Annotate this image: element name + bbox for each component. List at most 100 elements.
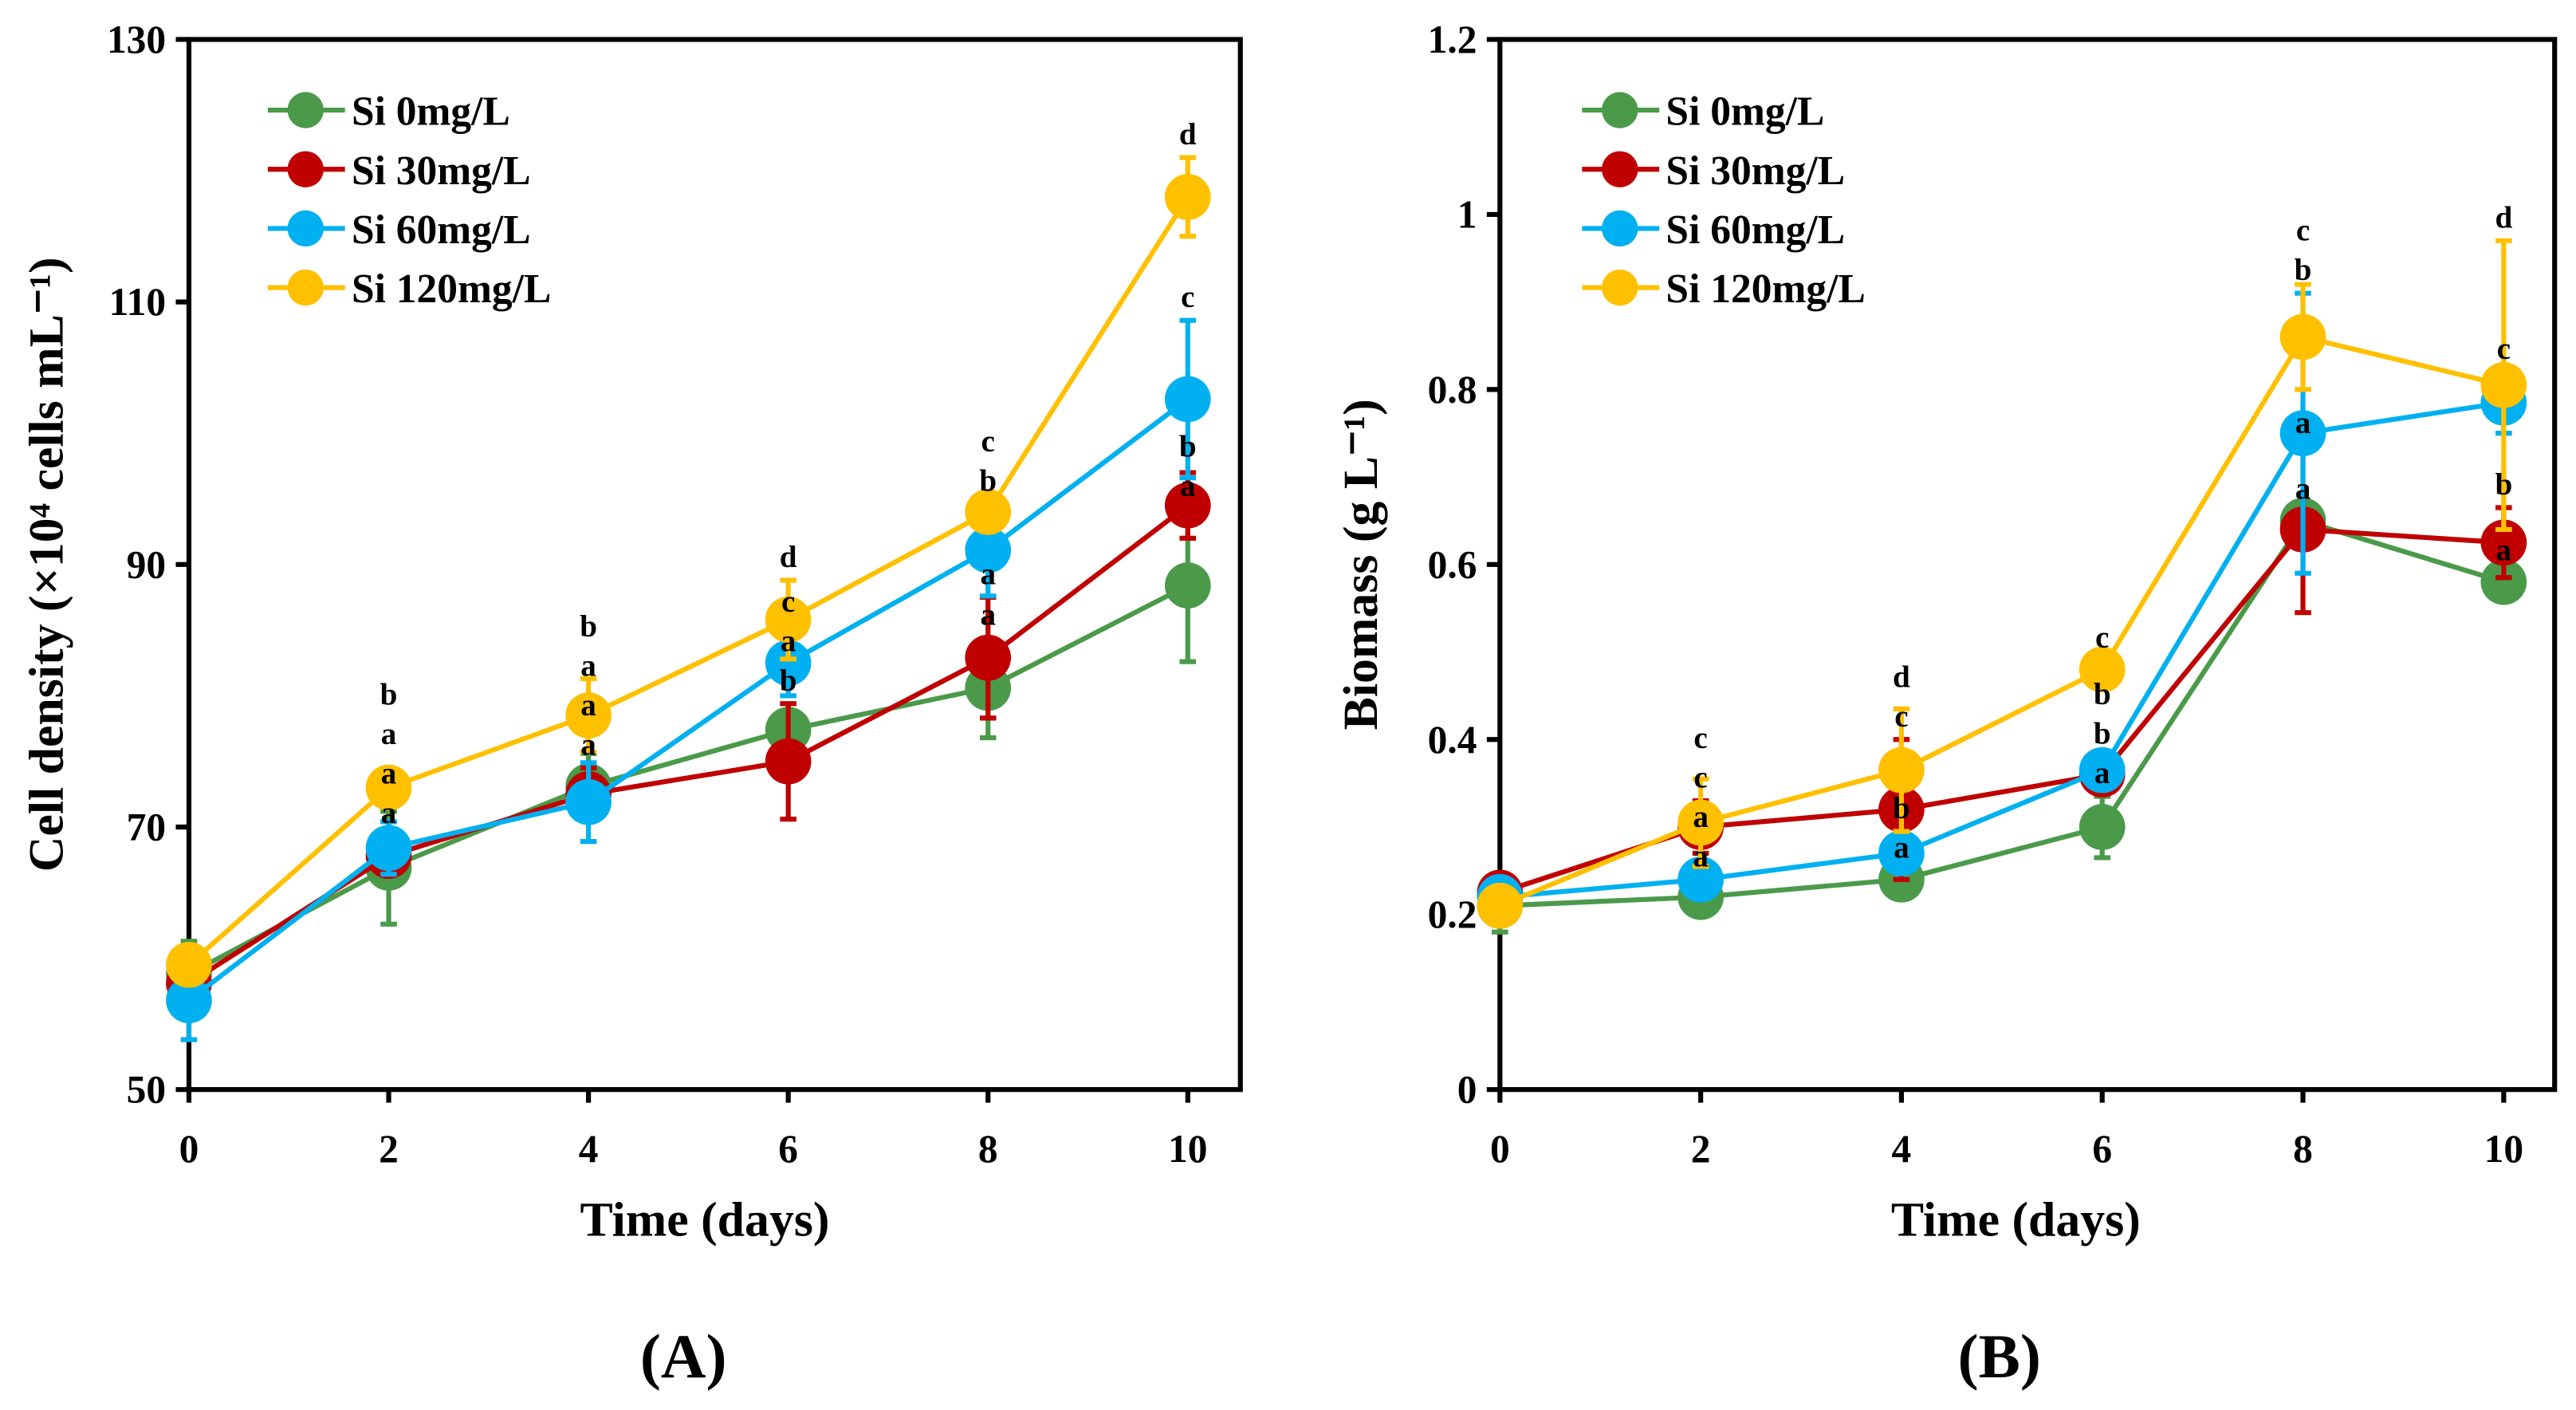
series-line — [187, 195, 1190, 967]
x-tick-label: 2 — [379, 1127, 399, 1171]
significance-letter: b — [2295, 253, 2312, 287]
significance-letter: a — [381, 796, 397, 830]
y-tick-label: 0.4 — [1428, 718, 1477, 762]
series-line — [1500, 400, 2504, 900]
significance-letter: a — [381, 717, 397, 751]
x-tick-label: 6 — [2092, 1127, 2112, 1171]
series-line — [187, 396, 1190, 1002]
data-point — [1477, 882, 1524, 929]
significance-letter: b — [2495, 467, 2512, 502]
significance-letter: c — [1693, 721, 1707, 755]
y-tick-label: 50 — [127, 1068, 166, 1112]
legend-label: Si 120mg/L — [352, 266, 551, 312]
legend-label: Si 30mg/L — [352, 148, 531, 194]
y-tick-label: 1 — [1457, 192, 1477, 236]
data-point — [2480, 519, 2527, 566]
data-point — [565, 692, 612, 738]
data-point — [365, 764, 412, 811]
data-point — [965, 526, 1012, 573]
significance-letter: a — [980, 598, 996, 632]
series-si-0mg-l — [166, 506, 1211, 1010]
y-tick-label: 130 — [107, 18, 166, 61]
x-tick-label: 6 — [778, 1127, 798, 1171]
significance-letter: a — [580, 649, 596, 683]
data-point — [1164, 174, 1211, 220]
significance-letter: b — [780, 664, 797, 698]
legend-marker — [287, 92, 324, 128]
legend-marker — [1602, 210, 1638, 247]
data-point — [765, 597, 812, 643]
series-si-60mg-l — [166, 317, 1211, 1042]
significance-letter: a — [980, 557, 996, 591]
significance-letter: d — [2495, 200, 2512, 234]
data-point — [1164, 482, 1211, 529]
data-point — [1677, 856, 1724, 903]
significance-letter: a — [580, 727, 596, 762]
data-point — [1677, 799, 1724, 846]
data-point — [2078, 646, 2126, 693]
x-tick-label: 0 — [1490, 1127, 1510, 1171]
significance-letter: a — [1693, 800, 1709, 834]
data-point — [166, 941, 212, 988]
x-tick-label: 2 — [1691, 1127, 1711, 1171]
series-line — [1499, 526, 2504, 896]
chart-a-cell-density: 50 70 90 110 130 0 2 4 6 8 10 Time (days) Cell densi… — [19, 18, 1243, 1391]
data-point — [2480, 558, 2527, 605]
y-axis-label: Cell density (×10⁴ cells mL⁻¹) — [19, 257, 73, 872]
data-point — [2078, 746, 2126, 794]
significance-letter: d — [1893, 660, 1910, 694]
data-point — [965, 634, 1012, 681]
x-tick-label: 10 — [1168, 1127, 1207, 1171]
chart-b-biomass: 0 0.2 0.4 0.6 0.8 1 1.2 0 2 4 6 8 10 Time (days) Bioma… — [1334, 18, 2558, 1391]
significance-letter: a — [2496, 533, 2512, 567]
significance-letter: b — [1893, 791, 1910, 825]
x-tick-label: 8 — [2293, 1127, 2313, 1171]
data-point — [2480, 362, 2527, 408]
legend-label: Si 120mg/L — [1666, 266, 1865, 312]
y-tick-label: 110 — [109, 280, 166, 324]
data-point — [1164, 562, 1211, 609]
data-point — [2279, 410, 2326, 457]
series-si-120mg-l — [166, 155, 1211, 988]
data-point — [1164, 376, 1211, 423]
legend-marker — [1602, 92, 1638, 128]
data-point — [565, 778, 612, 825]
plot-frame — [186, 37, 1243, 1093]
series-si-120mg-l — [1477, 238, 2527, 929]
data-point — [1878, 746, 1925, 794]
y-axis-label: Biomass (g L⁻¹) — [1334, 399, 1388, 730]
legend-marker — [287, 210, 324, 247]
significance-letter: c — [981, 424, 995, 459]
significance-letter: c — [1894, 699, 1908, 734]
legend-label: Si 60mg/L — [352, 207, 531, 253]
legend-label: Si 60mg/L — [1666, 207, 1845, 253]
data-point — [965, 489, 1012, 535]
y-tick-label: 1.2 — [1428, 18, 1477, 61]
significance-letter: a — [1894, 830, 1909, 865]
data-point — [166, 977, 212, 1024]
significance-letter: a — [2295, 406, 2311, 440]
series-line — [187, 583, 1190, 977]
significance-letter: a — [580, 688, 596, 723]
x-tick-label: 8 — [978, 1127, 998, 1171]
significance-letter: a — [2094, 756, 2110, 790]
y-tick-label: 90 — [127, 542, 166, 586]
significance-letter: a — [1180, 469, 1196, 503]
plot-frame — [1497, 37, 2558, 1093]
significance-letter: c — [1693, 760, 1707, 794]
data-point — [765, 640, 812, 687]
series-si-0mg-l — [1477, 498, 2527, 935]
data-point — [365, 825, 412, 872]
series-si-60mg-l — [1477, 290, 2527, 920]
data-point — [1878, 830, 1925, 876]
significance-letter: b — [979, 464, 997, 498]
legend-label: Si 0mg/L — [1666, 89, 1824, 135]
y-tick-label: 0 — [1457, 1068, 1477, 1112]
legend-label: Si 30mg/L — [1666, 148, 1845, 194]
significance-letter: b — [1179, 430, 1197, 464]
series-line — [1500, 518, 2505, 908]
significance-letter: b — [2094, 677, 2111, 711]
significance-letter: c — [2095, 620, 2109, 655]
legend-marker — [287, 269, 324, 306]
significance-letter: b — [2094, 717, 2111, 751]
